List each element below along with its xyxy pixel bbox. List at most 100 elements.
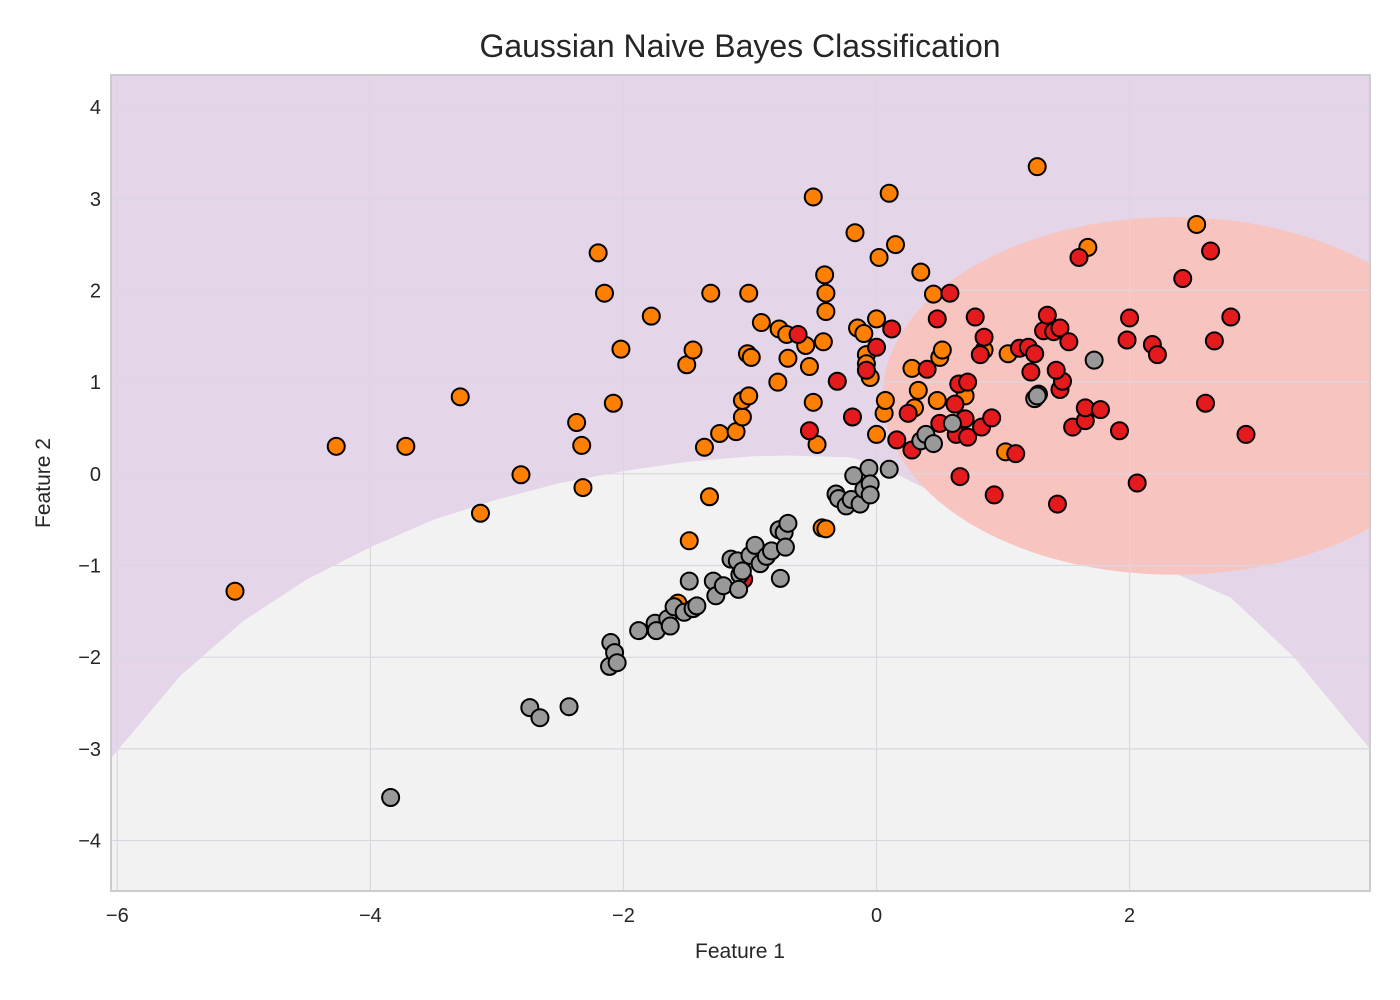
scatter-point bbox=[927, 309, 947, 329]
scatter-point bbox=[1090, 400, 1110, 420]
scatter-point bbox=[867, 337, 887, 357]
plot-area bbox=[111, 75, 1370, 891]
scatter-point bbox=[844, 466, 864, 486]
scatter-point bbox=[923, 284, 943, 304]
scatter-point bbox=[842, 407, 862, 427]
scatter-point bbox=[326, 436, 346, 456]
grid bbox=[111, 75, 1370, 891]
y-tick-label: 2 bbox=[90, 280, 101, 302]
scatter-point bbox=[982, 408, 1002, 428]
scatter-point bbox=[1187, 214, 1207, 234]
scatter-point bbox=[827, 371, 847, 391]
scatter-point bbox=[745, 535, 765, 555]
scatter-point bbox=[1037, 305, 1057, 325]
scatter-point bbox=[974, 327, 994, 347]
scatter-point bbox=[778, 513, 798, 533]
scatter-point bbox=[1021, 362, 1041, 382]
scatter-point bbox=[594, 283, 614, 303]
scatter-point bbox=[845, 223, 865, 243]
scatter-point bbox=[940, 283, 960, 303]
scatter-point bbox=[701, 283, 721, 303]
scatter-point bbox=[958, 372, 978, 392]
scatter-point bbox=[1027, 157, 1047, 177]
scatter-point bbox=[788, 324, 808, 344]
scatter-point bbox=[225, 581, 245, 601]
scatter-point bbox=[923, 434, 943, 454]
scatter-point bbox=[1046, 360, 1066, 380]
scatter-point bbox=[813, 332, 833, 352]
scatter-point bbox=[572, 435, 592, 455]
scatter-point bbox=[607, 653, 627, 673]
x-tick-label: −6 bbox=[106, 905, 129, 927]
scatter-point bbox=[1221, 307, 1241, 327]
y-tick-label: −2 bbox=[78, 647, 101, 669]
scatter-point bbox=[567, 412, 587, 432]
scatter-point bbox=[778, 348, 798, 368]
scatter-point bbox=[958, 427, 978, 447]
scatter-point bbox=[898, 403, 918, 423]
scatter-points bbox=[225, 157, 1256, 807]
scatter-point bbox=[908, 380, 928, 400]
scatter-point bbox=[713, 576, 733, 596]
y-tick-label: 0 bbox=[90, 464, 101, 486]
scatter-point bbox=[1173, 269, 1193, 289]
scatter-point bbox=[886, 235, 906, 255]
scatter-point bbox=[1069, 247, 1089, 267]
scatter-point bbox=[775, 537, 795, 557]
scatter-point bbox=[770, 568, 790, 588]
scatter-point bbox=[869, 247, 889, 267]
scatter-point bbox=[879, 459, 899, 479]
scatter-point bbox=[679, 571, 699, 591]
scatter-point bbox=[751, 313, 771, 333]
scatter-point bbox=[768, 372, 788, 392]
scatter-point bbox=[1236, 424, 1256, 444]
scatter-point bbox=[816, 519, 836, 539]
scatter-point bbox=[927, 390, 947, 410]
scatter-point bbox=[799, 421, 819, 441]
scatter-point bbox=[732, 407, 752, 427]
scatter-point bbox=[803, 392, 823, 412]
scatter-point bbox=[1006, 444, 1026, 464]
scatter-point bbox=[965, 307, 985, 327]
scatter-point bbox=[683, 340, 703, 360]
scatter-point bbox=[530, 708, 550, 728]
x-tick-label: −2 bbox=[612, 905, 635, 927]
scatter-point bbox=[932, 340, 952, 360]
scatter-point bbox=[799, 357, 819, 377]
x-axis-ticks: −6 −4 −2 0 2 bbox=[106, 905, 1135, 927]
scatter-point bbox=[611, 339, 631, 359]
y-tick-label: 1 bbox=[90, 372, 101, 394]
scatter-point bbox=[470, 503, 490, 523]
x-tick-label: 2 bbox=[1124, 905, 1135, 927]
scatter-point bbox=[1120, 308, 1140, 328]
scatter-point bbox=[1059, 332, 1079, 352]
x-tick-label: −4 bbox=[359, 905, 382, 927]
y-tick-label: 3 bbox=[90, 189, 101, 211]
scatter-point bbox=[1050, 318, 1070, 338]
scatter-point bbox=[1117, 330, 1137, 350]
scatter-point bbox=[816, 302, 836, 322]
scatter-point bbox=[867, 309, 887, 329]
scatter-point bbox=[573, 478, 593, 498]
scatter-point bbox=[816, 283, 836, 303]
scatter-point bbox=[694, 437, 714, 457]
scatter-point bbox=[887, 430, 907, 450]
scatter-point bbox=[741, 347, 761, 367]
scatter-point bbox=[603, 393, 623, 413]
x-axis-label: Feature 1 bbox=[695, 940, 785, 963]
scatter-point bbox=[882, 319, 902, 339]
scatter-point bbox=[859, 458, 879, 478]
scatter-point bbox=[815, 265, 835, 285]
scatter-point bbox=[660, 616, 680, 636]
scatter-point bbox=[396, 436, 416, 456]
scatter-point bbox=[970, 345, 990, 365]
scatter-point bbox=[950, 467, 970, 487]
scatter-point bbox=[559, 697, 579, 717]
scatter-point bbox=[942, 413, 962, 433]
scatter-point bbox=[1109, 421, 1129, 441]
gray-class-region bbox=[111, 455, 1370, 891]
scatter-point bbox=[629, 621, 649, 641]
y-tick-label: −3 bbox=[78, 739, 101, 761]
scatter-point bbox=[803, 187, 823, 207]
